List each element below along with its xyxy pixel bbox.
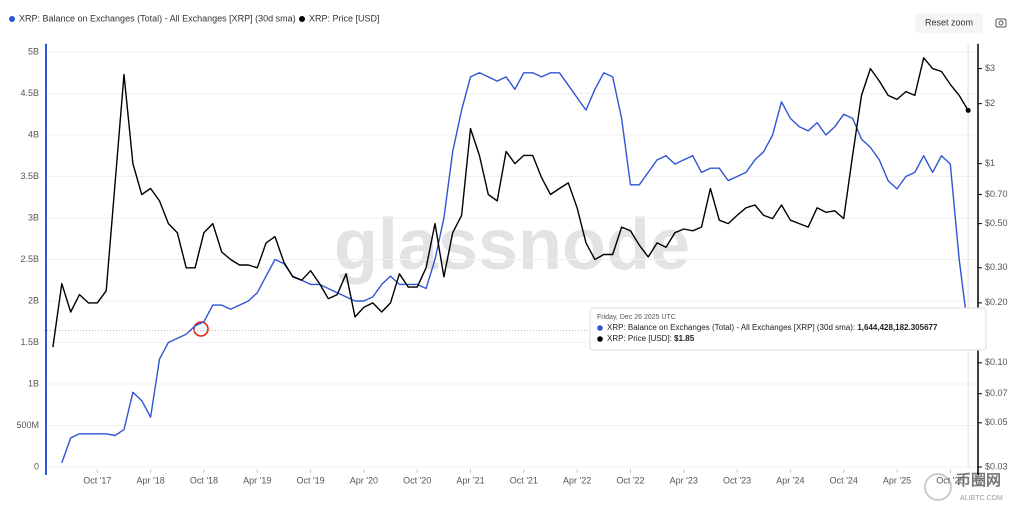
x-tick-label: Oct '22 [616,475,644,485]
last-point [965,107,971,113]
y2-tick-label: $0.03 [985,461,1008,471]
y2-tick-label: $0.30 [985,262,1008,272]
x-tick-label: Apr '18 [137,475,165,485]
legend-swatch [9,16,15,22]
tooltip-value: 1,644,428,182.305677 [857,323,938,332]
x-tick-label: Oct '17 [83,475,111,485]
tooltip-date: Friday, Dec 26 2025 UTC [597,314,676,321]
x-tick-label: Oct '18 [190,475,218,485]
x-tick-label: Oct '23 [723,475,751,485]
logo-name: 币圈网 [956,472,1001,489]
series-line [61,72,969,464]
x-tick-label: Oct '25 [936,475,964,485]
y-tick-label: 5B [28,46,39,56]
y-tick-label: 2B [28,295,39,305]
tooltip-row: XRP: Price [USD]: $1.85 [607,334,695,343]
y-tick-label: 0 [34,461,39,471]
reset-zoom-label[interactable]: Reset zoom [925,17,973,27]
tooltip-swatch [597,325,603,331]
tooltip-box [589,307,987,351]
y-tick-label: 3B [28,212,39,222]
x-tick-label: Apr '22 [563,475,591,485]
highlight-circle [193,321,209,337]
series-line [52,57,969,348]
y2-tick-label: $0.20 [985,297,1008,307]
y-tick-label: 1.5B [20,337,39,347]
logo: 币圈网 ALIBTC.COM [924,472,1003,502]
y-tick-label: 2.5B [20,254,39,264]
tooltip-value: $1.85 [674,334,695,343]
x-tick-label: Apr '19 [243,475,271,485]
tooltip: Friday, Dec 26 2025 UTC XRP: Balance on E… [589,307,987,351]
x-tick-label: Oct '24 [830,475,858,485]
y2-tick-label: $1 [985,158,995,168]
tooltip-swatch [597,336,603,342]
y2-tick-label: $3 [985,63,995,73]
tooltip-row: XRP: Balance on Exchanges (Total) - All … [607,323,938,332]
x-tick-label: Oct '21 [510,475,538,485]
tooltip-label: XRP: Balance on Exchanges (Total) - All … [607,323,857,332]
tooltip-label: XRP: Price [USD]: [607,334,674,343]
y-tick-label: 4.5B [20,88,39,98]
x-tick-label: Oct '19 [296,475,324,485]
y2-tick-label: $0.10 [985,357,1008,367]
y2-tick-label: $0.05 [985,417,1008,427]
y2-tick-label: $0.07 [985,388,1008,398]
watermark: glassnode [334,205,690,285]
x-tick-label: Apr '21 [456,475,484,485]
x-tick-label: Apr '23 [670,475,698,485]
camera-icon[interactable] [995,18,1007,28]
y2-tick-label: $0.70 [985,189,1008,199]
logo-url: ALIBTC.COM [960,495,1003,502]
reset-zoom-button[interactable] [915,13,983,33]
y2-tick-label: $2 [985,98,995,108]
y-tick-label: 500M [16,420,39,430]
legend-swatch [299,16,305,22]
legend-label: XRP: Balance on Exchanges (Total) - All … [19,13,296,23]
x-tick-label: Apr '20 [350,475,378,485]
x-tick-label: Apr '25 [883,475,911,485]
y-tick-label: 3.5B [20,171,39,181]
y-tick-label: 1B [28,378,39,388]
y2-tick-label: $0.50 [985,218,1008,228]
x-tick-label: Oct '20 [403,475,431,485]
legend-label: XRP: Price [USD] [309,13,380,23]
x-tick-label: Apr '24 [776,475,804,485]
y-tick-label: 4B [28,129,39,139]
